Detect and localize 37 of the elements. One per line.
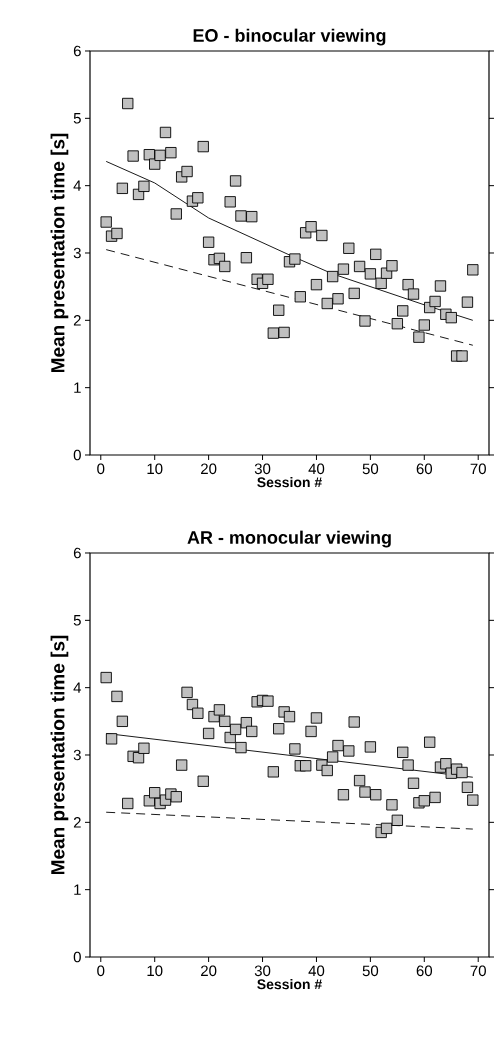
x-tick-label: 20 [201, 463, 217, 475]
y-tick-label: 2 [73, 817, 81, 828]
y-axis-title: Mean presentation time [s] [50, 133, 69, 373]
x-tick-label: 10 [147, 965, 163, 977]
x-tick-label: 60 [416, 463, 433, 475]
y-tick-label: 1 [74, 382, 81, 393]
y-tick-label: 6 [73, 547, 81, 559]
y-tick-label: 6 [73, 45, 81, 57]
x-tick-label: 50 [362, 965, 379, 977]
y-tick-label: 5 [73, 113, 81, 124]
x-tick-label: 0 [97, 463, 105, 475]
x-tick-label: 30 [254, 463, 271, 475]
x-tick-label: 30 [254, 965, 271, 977]
x-tick-label: 40 [308, 463, 325, 475]
y-tick-label: 0 [73, 449, 81, 461]
x-axis-title: Session # [257, 978, 322, 990]
x-tick-label: 40 [308, 965, 325, 977]
y-tick-label: 0 [73, 951, 81, 963]
x-axis-title: Session # [257, 476, 322, 488]
x-tick-label: 20 [201, 965, 217, 977]
y-axis-title: Mean presentation time [s] [50, 635, 69, 875]
y-tick-label: 3 [73, 749, 81, 761]
y-tick-label: 5 [73, 615, 81, 626]
y-tick-label: 2 [73, 315, 81, 326]
x-tick-label: 70 [470, 965, 486, 977]
x-tick-label: 50 [362, 463, 379, 475]
y-tick-label: 1 [74, 884, 81, 895]
chart-title: EO - binocular viewing [193, 28, 386, 46]
x-tick-label: 0 [97, 965, 105, 977]
line-series [105, 160, 474, 321]
x-tick-label: 10 [147, 463, 163, 475]
y-tick-label: 4 [73, 682, 82, 693]
x-tick-label: 60 [416, 965, 433, 977]
chart-title: AR - monocular viewing [187, 530, 391, 548]
x-tick-label: 70 [470, 463, 486, 475]
y-tick-label: 3 [73, 247, 81, 259]
y-tick-label: 4 [73, 180, 82, 191]
